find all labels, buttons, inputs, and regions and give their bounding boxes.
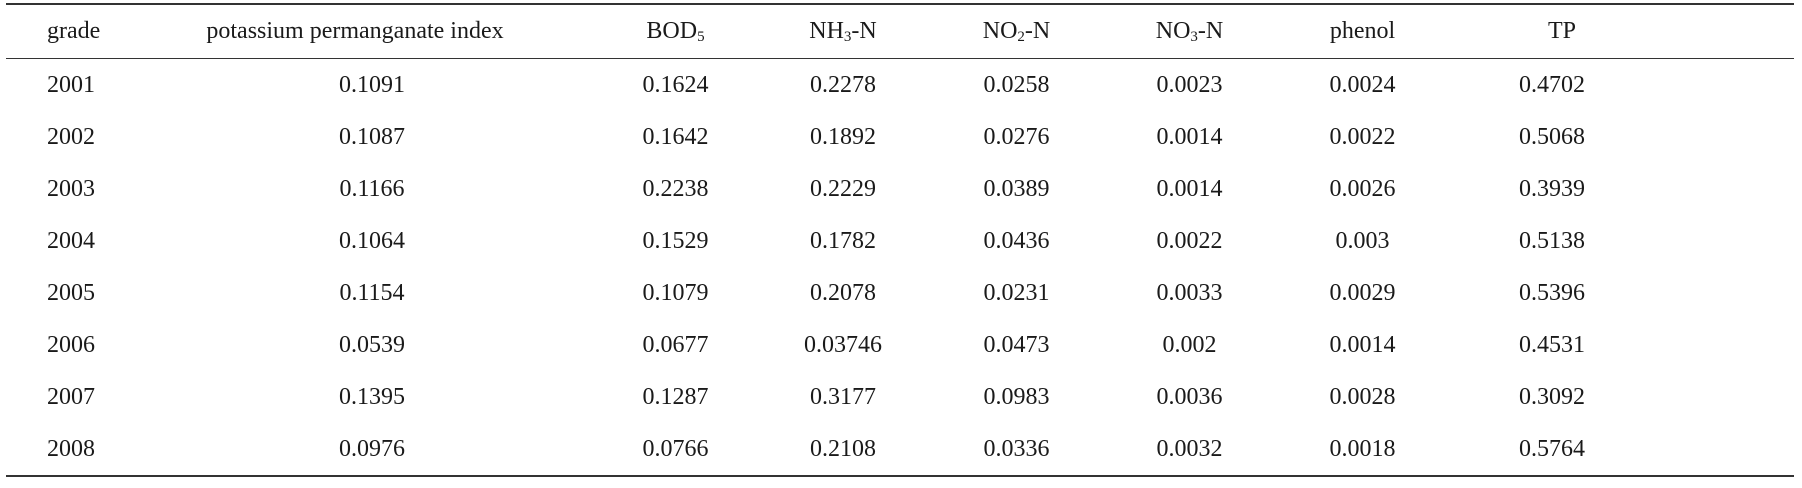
cell-nh3-n: 0.3177 bbox=[810, 383, 876, 410]
table-row: 2008 0.0976 0.0766 0.2108 0.0336 0.0032 0.0018… bbox=[6, 423, 1794, 476]
cell-phenol: 0.0014 bbox=[1329, 331, 1396, 358]
cell-no3-n: 0.0014 bbox=[1156, 175, 1223, 202]
cell-grade: 2001 bbox=[47, 71, 95, 98]
cell-no3-n: 0.0036 bbox=[1156, 383, 1223, 410]
cell-tp: 0.5138 bbox=[1519, 227, 1585, 254]
cell-no2-n: 0.0983 bbox=[983, 383, 1050, 410]
cell-potassium-permanganate-index: 0.1087 bbox=[339, 123, 405, 150]
header-phenol: phenol bbox=[1329, 18, 1396, 44]
cell-tp: 0.4531 bbox=[1519, 331, 1585, 358]
cell-bod5: 0.1287 bbox=[642, 383, 709, 410]
cell-no2-n: 0.0258 bbox=[983, 71, 1050, 98]
table-row: 2005 0.1154 0.1079 0.2078 0.0231 0.0033 0.0029… bbox=[6, 267, 1794, 319]
table-row: 2004 0.1064 0.1529 0.1782 0.0436 0.0022 0.003 0… bbox=[6, 215, 1794, 267]
cell-grade: 2005 bbox=[47, 279, 95, 306]
cell-no3-n: 0.002 bbox=[1162, 331, 1217, 358]
cell-bod5: 0.1624 bbox=[642, 71, 709, 98]
cell-nh3-n: 0.03746 bbox=[804, 331, 882, 358]
table-row: 2003 0.1166 0.2238 0.2229 0.0389 0.0014 0.0026… bbox=[6, 163, 1794, 215]
header-no2-n: NO2-N bbox=[982, 18, 1051, 45]
cell-no2-n: 0.0389 bbox=[983, 175, 1050, 202]
cell-tp: 0.5068 bbox=[1519, 123, 1585, 150]
cell-no2-n: 0.0473 bbox=[983, 331, 1050, 358]
cell-bod5: 0.1529 bbox=[642, 227, 709, 254]
cell-potassium-permanganate-index: 0.1166 bbox=[339, 175, 405, 202]
cell-nh3-n: 0.1892 bbox=[810, 123, 876, 150]
cell-no2-n: 0.0436 bbox=[983, 227, 1050, 254]
cell-nh3-n: 0.2229 bbox=[810, 175, 876, 202]
cell-potassium-permanganate-index: 0.1064 bbox=[339, 227, 405, 254]
cell-tp: 0.3092 bbox=[1519, 383, 1585, 410]
cell-grade: 2008 bbox=[47, 435, 95, 462]
cell-tp: 0.4702 bbox=[1519, 71, 1585, 98]
data-table-container: grade potassium permanganate index BOD5 … bbox=[6, 3, 1794, 477]
cell-no3-n: 0.0022 bbox=[1156, 227, 1223, 254]
table-row: 2007 0.1395 0.1287 0.3177 0.0983 0.0036 0.0028… bbox=[6, 371, 1794, 423]
cell-bod5: 0.2238 bbox=[642, 175, 709, 202]
header-no3-n: NO3-N bbox=[1155, 18, 1224, 45]
header-potassium-permanganate-index: potassium permanganate index bbox=[206, 18, 504, 44]
cell-potassium-permanganate-index: 0.0539 bbox=[339, 331, 405, 358]
cell-potassium-permanganate-index: 0.1154 bbox=[339, 279, 405, 306]
cell-potassium-permanganate-index: 0.1091 bbox=[339, 71, 405, 98]
table-row: 2006 0.0539 0.0677 0.03746 0.0473 0.002 0.0014… bbox=[6, 319, 1794, 371]
cell-phenol: 0.0022 bbox=[1329, 123, 1396, 150]
cell-tp: 0.5396 bbox=[1519, 279, 1585, 306]
cell-grade: 2003 bbox=[47, 175, 95, 202]
cell-bod5: 0.1079 bbox=[642, 279, 709, 306]
cell-potassium-permanganate-index: 0.1395 bbox=[339, 383, 405, 410]
cell-no3-n: 0.0032 bbox=[1156, 435, 1223, 462]
table-body: 2001 0.1091 0.1624 0.2278 0.0258 0.0023 0.0024… bbox=[6, 59, 1794, 476]
header-row: grade potassium permanganate index BOD5 … bbox=[6, 4, 1794, 59]
header-bod5: BOD5 bbox=[646, 18, 705, 45]
cell-phenol: 0.0029 bbox=[1329, 279, 1396, 306]
cell-grade: 2004 bbox=[47, 227, 95, 254]
cell-nh3-n: 0.2108 bbox=[810, 435, 876, 462]
header-tp: TP bbox=[1548, 18, 1577, 44]
cell-nh3-n: 0.2278 bbox=[810, 71, 876, 98]
cell-nh3-n: 0.2078 bbox=[810, 279, 876, 306]
cell-no2-n: 0.0336 bbox=[983, 435, 1050, 462]
table-row: 2001 0.1091 0.1624 0.2278 0.0258 0.0023 0.0024… bbox=[6, 59, 1794, 112]
cell-bod5: 0.0766 bbox=[642, 435, 709, 462]
cell-phenol: 0.0026 bbox=[1329, 175, 1396, 202]
cell-tp: 0.3939 bbox=[1519, 175, 1585, 202]
cell-no2-n: 0.0276 bbox=[983, 123, 1050, 150]
cell-no3-n: 0.0033 bbox=[1156, 279, 1223, 306]
table-row: 2002 0.1087 0.1642 0.1892 0.0276 0.0014 0.0022… bbox=[6, 111, 1794, 163]
cell-potassium-permanganate-index: 0.0976 bbox=[339, 435, 405, 462]
cell-phenol: 0.0024 bbox=[1329, 71, 1396, 98]
cell-grade: 2002 bbox=[47, 123, 95, 150]
cell-no2-n: 0.0231 bbox=[983, 279, 1050, 306]
cell-nh3-n: 0.1782 bbox=[810, 227, 876, 254]
cell-grade: 2007 bbox=[47, 383, 95, 410]
cell-phenol: 0.0018 bbox=[1329, 435, 1396, 462]
cell-no3-n: 0.0023 bbox=[1156, 71, 1223, 98]
cell-bod5: 0.0677 bbox=[642, 331, 709, 358]
water-quality-table: grade potassium permanganate index BOD5 … bbox=[6, 3, 1794, 477]
cell-tp: 0.5764 bbox=[1519, 435, 1585, 462]
cell-phenol: 0.0028 bbox=[1329, 383, 1396, 410]
cell-grade: 2006 bbox=[47, 331, 95, 358]
cell-phenol: 0.003 bbox=[1335, 227, 1390, 254]
header-grade: grade bbox=[47, 18, 101, 44]
cell-no3-n: 0.0014 bbox=[1156, 123, 1223, 150]
header-nh3-n: NH3-N bbox=[809, 18, 877, 45]
cell-bod5: 0.1642 bbox=[642, 123, 709, 150]
